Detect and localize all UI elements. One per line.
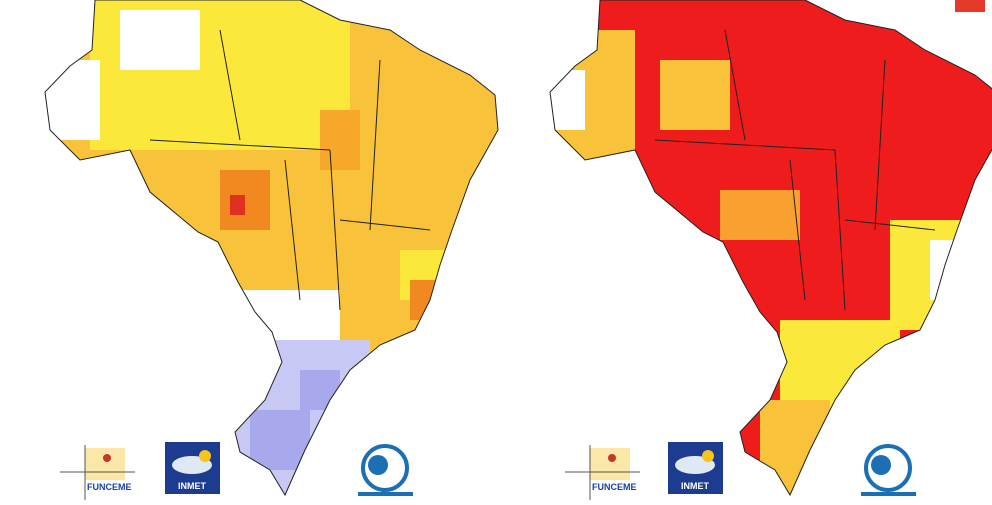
corner-badge[interactable] — [955, 0, 985, 12]
logos-right: FUNCEME INMET — [565, 442, 916, 500]
map-right — [549, 0, 992, 496]
inmet-logo: INMET — [178, 481, 207, 491]
logos-left: FUNCEME INMET — [60, 442, 413, 500]
funceme-logo: FUNCEME — [87, 482, 132, 492]
map-left — [44, 0, 499, 496]
inmet-logo: INMET — [681, 481, 710, 491]
funceme-logo: FUNCEME — [592, 482, 637, 492]
